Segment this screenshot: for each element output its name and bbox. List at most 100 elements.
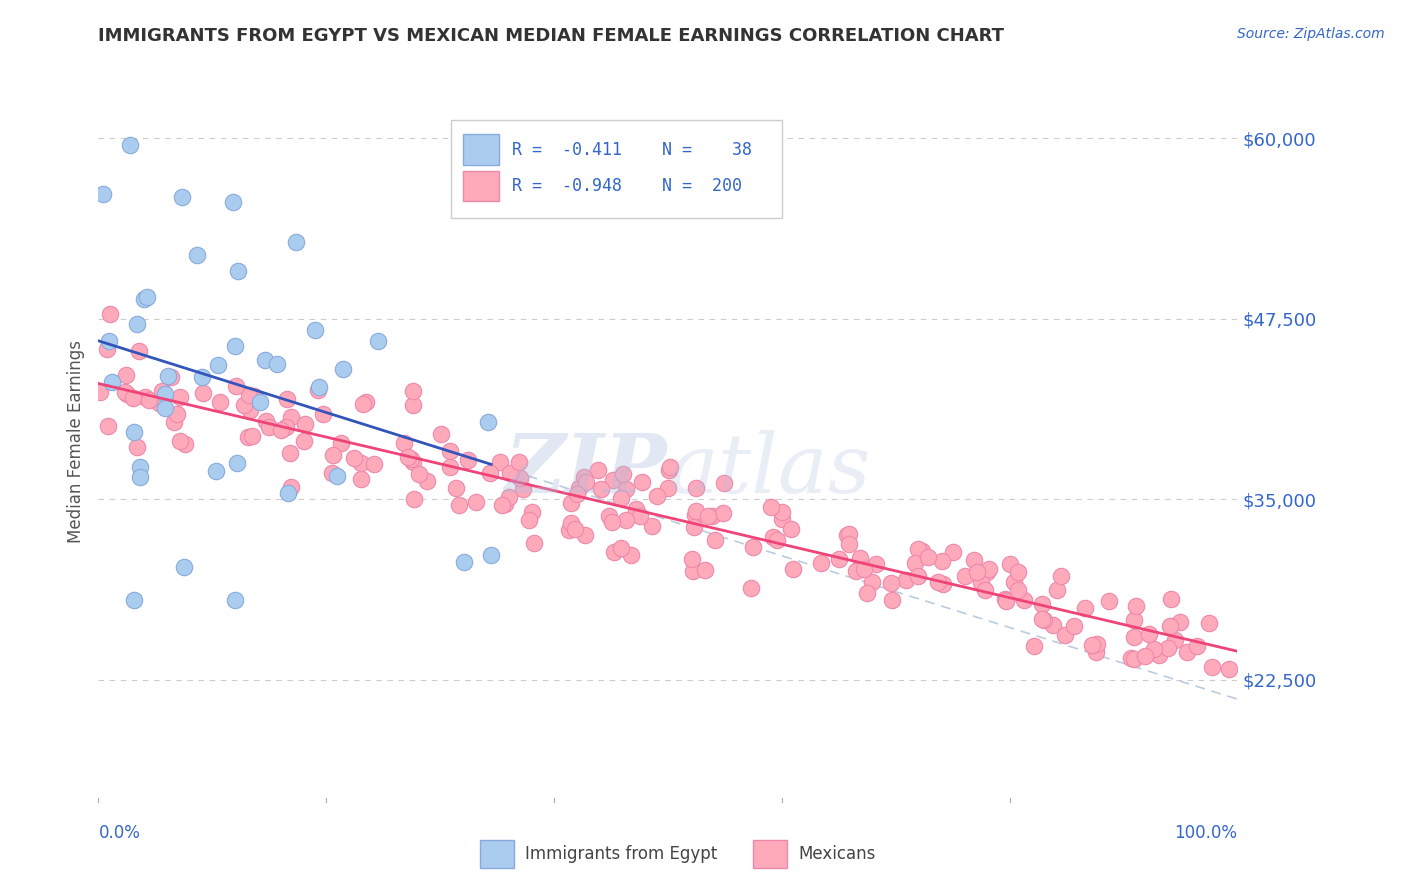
Point	[911, 544, 934, 558]
Point	[166, 407, 188, 421]
Point	[1042, 618, 1064, 632]
Point	[838, 536, 860, 550]
Point	[998, 557, 1021, 571]
Point	[1160, 591, 1182, 606]
Point	[880, 593, 903, 607]
Point	[449, 498, 471, 512]
Point	[276, 392, 298, 406]
Point	[612, 467, 634, 481]
Point	[865, 557, 887, 571]
Point	[96, 342, 118, 356]
Point	[162, 415, 184, 429]
Point	[174, 436, 197, 450]
Point	[1012, 593, 1035, 607]
Point	[1123, 614, 1146, 628]
Point	[280, 409, 302, 424]
Point	[683, 508, 706, 523]
Text: IMMIGRANTS FROM EGYPT VS MEXICAN MEDIAN FEMALE EARNINGS CORRELATION CHART: IMMIGRANTS FROM EGYPT VS MEXICAN MEDIAN …	[98, 27, 1004, 45]
Point	[994, 593, 1017, 607]
Point	[1198, 616, 1220, 631]
Point	[856, 585, 879, 599]
Point	[1157, 640, 1180, 655]
Point	[953, 569, 976, 583]
Point	[321, 466, 343, 480]
Point	[685, 481, 707, 495]
Point	[942, 545, 965, 559]
Point	[1159, 618, 1181, 632]
Point	[609, 491, 631, 505]
Point	[132, 292, 155, 306]
Point	[1125, 599, 1147, 613]
Point	[1084, 645, 1107, 659]
Point	[307, 383, 329, 397]
Point	[224, 339, 246, 353]
Point	[292, 434, 315, 448]
Point	[128, 470, 150, 484]
Point	[1137, 627, 1160, 641]
Point	[224, 593, 246, 607]
Point	[1002, 575, 1025, 590]
Point	[522, 505, 544, 519]
Point	[249, 395, 271, 409]
Point	[254, 415, 277, 429]
Text: R =  -0.948    N =  200: R = -0.948 N = 200	[512, 177, 742, 194]
FancyBboxPatch shape	[754, 840, 787, 868]
Point	[1031, 611, 1053, 625]
Point	[156, 368, 179, 383]
Point	[308, 379, 330, 393]
Point	[363, 457, 385, 471]
Point	[1201, 660, 1223, 674]
Point	[970, 575, 993, 590]
Point	[170, 189, 193, 203]
Point	[169, 434, 191, 448]
Point	[1133, 649, 1156, 664]
Point	[782, 562, 804, 576]
Point	[274, 420, 297, 434]
Point	[845, 564, 868, 578]
Point	[683, 520, 706, 534]
Point	[517, 513, 540, 527]
Point	[226, 264, 249, 278]
Point	[1170, 615, 1192, 629]
Text: Immigrants from Egypt: Immigrants from Egypt	[526, 845, 717, 863]
Point	[917, 549, 939, 564]
Point	[1074, 601, 1097, 615]
Point	[603, 545, 626, 559]
Text: ZIP: ZIP	[505, 431, 668, 510]
Point	[138, 393, 160, 408]
Point	[907, 542, 929, 557]
Point	[574, 475, 596, 489]
Point	[602, 473, 624, 487]
Point	[828, 551, 851, 566]
Point	[207, 359, 229, 373]
Point	[641, 519, 664, 533]
Point	[330, 435, 353, 450]
Point	[134, 391, 156, 405]
Point	[591, 482, 613, 496]
Point	[254, 353, 277, 368]
Point	[225, 456, 247, 470]
Point	[233, 398, 256, 412]
Point	[658, 463, 681, 477]
Point	[810, 557, 832, 571]
Point	[477, 415, 499, 429]
Point	[402, 454, 425, 468]
Point	[508, 455, 530, 469]
Point	[931, 554, 953, 568]
Point	[568, 482, 591, 496]
Point	[415, 474, 437, 488]
Point	[350, 472, 373, 486]
Point	[966, 566, 988, 580]
Point	[779, 522, 801, 536]
Point	[153, 401, 176, 415]
Point	[631, 475, 654, 489]
Text: atlas: atlas	[668, 431, 870, 510]
Point	[1147, 648, 1170, 662]
Point	[932, 577, 955, 591]
Point	[685, 504, 707, 518]
Point	[122, 425, 145, 439]
Point	[392, 436, 415, 450]
Point	[173, 560, 195, 574]
Point	[647, 489, 669, 503]
Point	[658, 459, 681, 474]
